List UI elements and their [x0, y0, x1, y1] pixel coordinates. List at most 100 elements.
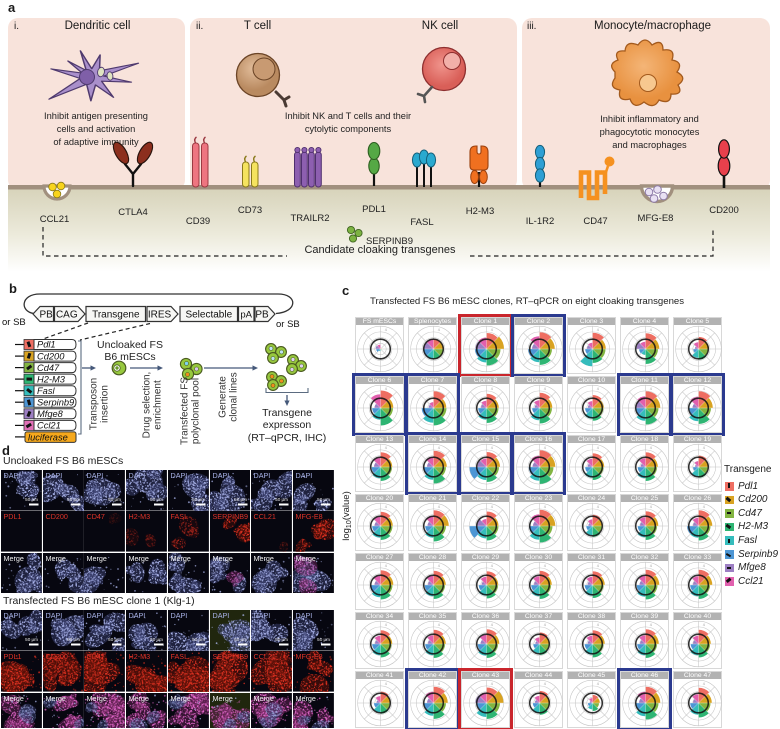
svg-text:4: 4	[703, 446, 705, 450]
svg-text:50 μm: 50 μm	[25, 497, 38, 502]
svg-text:Merge: Merge	[295, 554, 315, 563]
svg-text:MFG-E8: MFG-E8	[295, 512, 322, 521]
svg-text:DAPI: DAPI	[295, 471, 312, 480]
svg-text:Merge: Merge	[170, 694, 190, 703]
svg-text:4: 4	[438, 564, 440, 568]
svg-text:Ccl21: Ccl21	[37, 421, 61, 431]
svg-text:4: 4	[703, 387, 705, 391]
svg-text:Merge: Merge	[254, 554, 274, 563]
svg-text:4: 4	[491, 623, 493, 627]
svg-text:50 μm: 50 μm	[192, 637, 205, 642]
svg-text:50 μm: 50 μm	[275, 637, 288, 642]
svg-text:DAPI: DAPI	[170, 471, 187, 480]
svg-text:Cd47: Cd47	[37, 363, 60, 373]
svg-text:4: 4	[703, 328, 705, 332]
svg-text:4: 4	[385, 564, 387, 568]
svg-text:50 μm: 50 μm	[234, 497, 247, 502]
svg-text:Transgene: Transgene	[92, 310, 140, 321]
svg-text:Merge: Merge	[170, 554, 190, 563]
svg-text:50 μm: 50 μm	[109, 497, 122, 502]
svg-text:4: 4	[438, 623, 440, 627]
svg-text:50 μm: 50 μm	[150, 637, 163, 642]
svg-text:Merge: Merge	[4, 694, 24, 703]
svg-text:FASL: FASL	[170, 652, 188, 661]
svg-text:4: 4	[544, 564, 546, 568]
svg-text:50 μm: 50 μm	[150, 497, 163, 502]
svg-text:DAPI: DAPI	[45, 471, 62, 480]
svg-text:4: 4	[597, 505, 599, 509]
svg-text:50 μm: 50 μm	[109, 637, 122, 642]
svg-text:4: 4	[597, 682, 599, 686]
svg-text:4: 4	[491, 505, 493, 509]
svg-text:4: 4	[703, 623, 705, 627]
svg-text:CD200: CD200	[45, 652, 67, 661]
svg-text:CD47: CD47	[87, 512, 105, 521]
svg-text:Merge: Merge	[212, 694, 232, 703]
svg-text:DAPI: DAPI	[45, 611, 62, 620]
svg-text:Merge: Merge	[295, 694, 315, 703]
svg-text:4: 4	[544, 682, 546, 686]
svg-text:4: 4	[597, 564, 599, 568]
svg-text:4: 4	[385, 387, 387, 391]
svg-text:4: 4	[385, 505, 387, 509]
svg-text:4: 4	[438, 505, 440, 509]
svg-text:4: 4	[650, 564, 652, 568]
svg-text:50 μm: 50 μm	[317, 497, 330, 502]
svg-text:DAPI: DAPI	[212, 611, 229, 620]
svg-text:DAPI: DAPI	[170, 611, 187, 620]
svg-text:4: 4	[544, 328, 546, 332]
svg-text:4: 4	[544, 446, 546, 450]
svg-text:4: 4	[438, 328, 440, 332]
svg-text:or SB: or SB	[276, 319, 300, 330]
svg-text:CCL21: CCL21	[254, 512, 276, 521]
svg-text:4: 4	[491, 387, 493, 391]
svg-text:CAG: CAG	[56, 310, 78, 321]
svg-text:Merge: Merge	[212, 554, 232, 563]
svg-text:Fasl: Fasl	[37, 386, 55, 396]
svg-text:PDL1: PDL1	[4, 512, 22, 521]
svg-text:4: 4	[385, 682, 387, 686]
svg-text:DAPI: DAPI	[295, 611, 312, 620]
svg-text:4: 4	[650, 328, 652, 332]
svg-text:CD200: CD200	[45, 512, 67, 521]
svg-text:pA: pA	[240, 310, 252, 321]
svg-text:H2-M3: H2-M3	[37, 374, 66, 384]
svg-text:H2-M3: H2-M3	[129, 512, 151, 521]
svg-text:4: 4	[650, 623, 652, 627]
svg-text:4: 4	[438, 387, 440, 391]
svg-text:PDL1: PDL1	[4, 652, 22, 661]
svg-text:SERPINB9: SERPINB9	[212, 652, 248, 661]
svg-text:4: 4	[597, 446, 599, 450]
svg-text:4: 4	[491, 682, 493, 686]
svg-text:DAPI: DAPI	[212, 471, 229, 480]
svg-text:Merge: Merge	[4, 554, 24, 563]
svg-text:DAPI: DAPI	[87, 471, 104, 480]
svg-text:4: 4	[650, 505, 652, 509]
svg-text:4: 4	[385, 446, 387, 450]
svg-text:DAPI: DAPI	[254, 471, 271, 480]
svg-text:Merge: Merge	[45, 554, 65, 563]
svg-text:4: 4	[385, 623, 387, 627]
svg-text:Merge: Merge	[87, 694, 107, 703]
svg-text:PB: PB	[40, 310, 54, 321]
svg-text:Merge: Merge	[254, 694, 274, 703]
svg-text:50 μm: 50 μm	[192, 497, 205, 502]
svg-text:4: 4	[703, 505, 705, 509]
svg-text:50 μm: 50 μm	[234, 637, 247, 642]
svg-text:4: 4	[544, 505, 546, 509]
svg-text:4: 4	[597, 328, 599, 332]
svg-text:Merge: Merge	[129, 554, 149, 563]
svg-text:Merge: Merge	[87, 554, 107, 563]
svg-text:IRES: IRES	[148, 310, 172, 321]
svg-text:Pdl1: Pdl1	[37, 340, 56, 350]
svg-text:PB: PB	[255, 310, 269, 321]
svg-text:50 μm: 50 μm	[67, 637, 80, 642]
svg-text:4: 4	[597, 623, 599, 627]
svg-text:4: 4	[597, 387, 599, 391]
svg-text:4: 4	[491, 564, 493, 568]
svg-text:4: 4	[491, 446, 493, 450]
svg-text:4: 4	[544, 387, 546, 391]
svg-text:Merge: Merge	[45, 694, 65, 703]
svg-text:50 μm: 50 μm	[67, 497, 80, 502]
svg-text:4: 4	[650, 682, 652, 686]
